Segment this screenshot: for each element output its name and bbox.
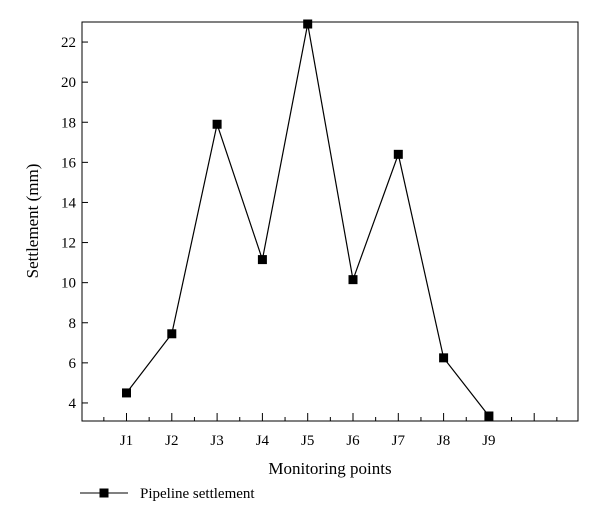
y-tick-label-18: 18	[61, 115, 76, 131]
series-pipeline-settlement	[122, 19, 494, 421]
y-axis: 4 6 8 10 12 14 16 18 20 22	[61, 35, 88, 412]
x-tick-label-j8: J8	[437, 433, 450, 449]
y-tick-label-20: 20	[61, 75, 76, 91]
x-tick-label-j4: J4	[256, 433, 270, 449]
x-tick-label-j5: J5	[301, 433, 314, 449]
x-axis: J1 J2 J3 J4 J5 J6 J7 J8 J9	[103, 413, 558, 449]
data-point-j1	[122, 388, 131, 398]
data-point-j7	[393, 149, 403, 159]
y-tick-label-12: 12	[61, 236, 76, 252]
x-tick-label-j6: J6	[346, 433, 360, 449]
y-tick-label-4: 4	[69, 396, 77, 412]
x-tick-label-j7: J7	[392, 433, 406, 449]
data-point-j8	[439, 353, 449, 363]
data-point-j2	[167, 329, 177, 339]
y-tick-label-10: 10	[61, 276, 76, 292]
y-tick-label-6: 6	[69, 356, 77, 372]
y-tick-label-14: 14	[61, 195, 77, 211]
x-axis-title: Monitoring points	[268, 459, 391, 478]
plot-frame	[81, 21, 579, 422]
y-axis-title: Settlement (mm)	[23, 164, 42, 279]
y-tick-label-8: 8	[69, 316, 77, 332]
y-tick-label-22: 22	[61, 35, 76, 51]
data-point-j3	[212, 119, 222, 129]
x-tick-label-j9: J9	[482, 433, 495, 449]
x-tick-label-j2: J2	[165, 433, 178, 449]
legend-label: Pipeline settlement	[140, 486, 255, 502]
x-tick-label-j1: J1	[120, 433, 133, 449]
data-point-j6	[348, 275, 358, 285]
legend-marker	[99, 488, 109, 498]
data-point-j5	[303, 19, 313, 29]
y-tick-label-16: 16	[61, 155, 77, 171]
series-line	[126, 23, 490, 417]
x-tick-label-j3: J3	[210, 433, 223, 449]
data-point-j9	[484, 411, 494, 421]
legend: Pipeline settlement	[80, 486, 255, 502]
data-point-j4	[257, 255, 267, 265]
